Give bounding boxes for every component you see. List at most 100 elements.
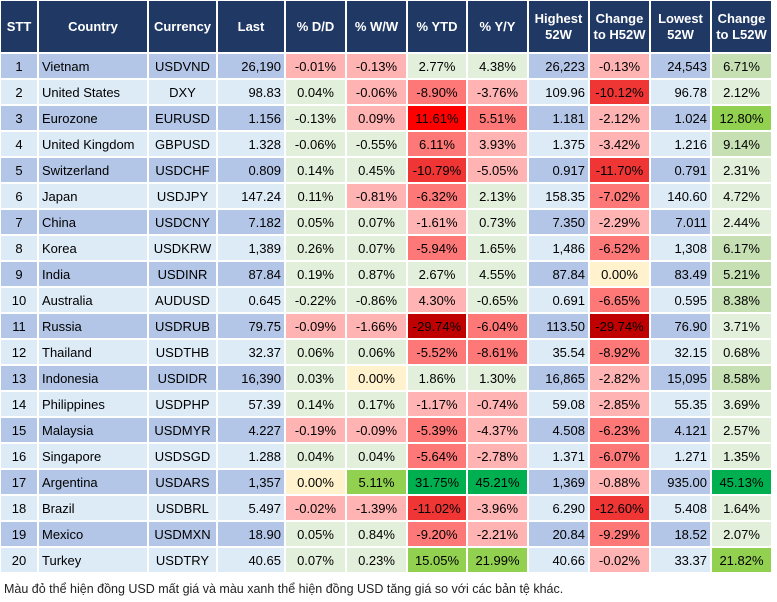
cell-change-to-l52w: 12.80% xyxy=(712,106,771,130)
cell-highest-52w: 20.84 xyxy=(529,522,588,546)
cell-stt: 13 xyxy=(1,366,37,390)
table-row: 20 Turkey USDTRY 40.65 0.07% 0.23% 15.05% 21.99… xyxy=(1,548,771,572)
cell-last: 1,357 xyxy=(218,470,284,494)
cell-change-to-l52w: 8.38% xyxy=(712,288,771,312)
cell-currency: USDBRL xyxy=(149,496,216,520)
cell-currency: USDIDR xyxy=(149,366,216,390)
cell-currency: USDCHF xyxy=(149,158,216,182)
cell-ww: 0.45% xyxy=(347,158,406,182)
cell-lowest-52w: 0.595 xyxy=(651,288,710,312)
cell-ww: 0.04% xyxy=(347,444,406,468)
cell-last: 98.83 xyxy=(218,80,284,104)
cell-change-to-l52w: 1.64% xyxy=(712,496,771,520)
cell-last: 0.809 xyxy=(218,158,284,182)
cell-lowest-52w: 5.408 xyxy=(651,496,710,520)
cell-ww: 5.11% xyxy=(347,470,406,494)
cell-change-to-h52w: -6.65% xyxy=(590,288,649,312)
cell-ww: 0.17% xyxy=(347,392,406,416)
cell-yy: 2.13% xyxy=(468,184,527,208)
cell-last: 40.65 xyxy=(218,548,284,572)
cell-ww: 0.84% xyxy=(347,522,406,546)
cell-stt: 12 xyxy=(1,340,37,364)
cell-currency: GBPUSD xyxy=(149,132,216,156)
cell-last: 1.328 xyxy=(218,132,284,156)
cell-highest-52w: 16,865 xyxy=(529,366,588,390)
table-row: 15 Malaysia USDMYR 4.227 -0.19% -0.09% -5.39% -… xyxy=(1,418,771,442)
cell-last: 87.84 xyxy=(218,262,284,286)
cell-change-to-l52w: 21.82% xyxy=(712,548,771,572)
cell-highest-52w: 158.35 xyxy=(529,184,588,208)
cell-change-to-h52w: -2.29% xyxy=(590,210,649,234)
cell-change-to-h52w: -29.74% xyxy=(590,314,649,338)
cell-ytd: -5.94% xyxy=(408,236,466,260)
cell-ytd: -29.74% xyxy=(408,314,466,338)
cell-change-to-l52w: 2.31% xyxy=(712,158,771,182)
cell-currency: USDTHB xyxy=(149,340,216,364)
cell-yy: 4.55% xyxy=(468,262,527,286)
cell-dd: 0.04% xyxy=(286,80,345,104)
cell-change-to-l52w: 2.07% xyxy=(712,522,771,546)
table-row: 4 United Kingdom GBPUSD 1.328 -0.06% -0.55% 6.… xyxy=(1,132,771,156)
cell-yy: -5.05% xyxy=(468,158,527,182)
cell-country: Mexico xyxy=(39,522,147,546)
header-ww: % W/W xyxy=(347,1,406,52)
cell-change-to-h52w: -3.42% xyxy=(590,132,649,156)
cell-ytd: -1.17% xyxy=(408,392,466,416)
cell-dd: 0.19% xyxy=(286,262,345,286)
cell-change-to-h52w: -2.12% xyxy=(590,106,649,130)
cell-country: Turkey xyxy=(39,548,147,572)
cell-stt: 9 xyxy=(1,262,37,286)
cell-stt: 3 xyxy=(1,106,37,130)
cell-highest-52w: 87.84 xyxy=(529,262,588,286)
table-row: 7 China USDCNY 7.182 0.05% 0.07% -1.61% 0.73% 7.… xyxy=(1,210,771,234)
table-row: 18 Brazil USDBRL 5.497 -0.02% -1.39% -11.02% -3… xyxy=(1,496,771,520)
cell-change-to-h52w: -0.13% xyxy=(590,54,649,78)
cell-ytd: 2.67% xyxy=(408,262,466,286)
cell-last: 4.227 xyxy=(218,418,284,442)
cell-stt: 7 xyxy=(1,210,37,234)
cell-currency: DXY xyxy=(149,80,216,104)
cell-ww: -0.09% xyxy=(347,418,406,442)
cell-ww: -1.39% xyxy=(347,496,406,520)
cell-lowest-52w: 15,095 xyxy=(651,366,710,390)
cell-lowest-52w: 96.78 xyxy=(651,80,710,104)
cell-ytd: -11.02% xyxy=(408,496,466,520)
header-stt: STT xyxy=(1,1,37,52)
cell-country: India xyxy=(39,262,147,286)
cell-change-to-l52w: 2.12% xyxy=(712,80,771,104)
cell-country: Switzerland xyxy=(39,158,147,182)
header-row: STT Country Currency Last% D/D% W/W% YTD% Y… xyxy=(1,1,771,52)
cell-currency: USDVND xyxy=(149,54,216,78)
cell-change-to-h52w: 0.00% xyxy=(590,262,649,286)
cell-last: 1.288 xyxy=(218,444,284,468)
cell-dd: 0.04% xyxy=(286,444,345,468)
cell-highest-52w: 40.66 xyxy=(529,548,588,572)
cell-ww: -0.86% xyxy=(347,288,406,312)
cell-change-to-h52w: -10.12% xyxy=(590,80,649,104)
cell-lowest-52w: 140.60 xyxy=(651,184,710,208)
cell-ytd: 31.75% xyxy=(408,470,466,494)
cell-country: Philippines xyxy=(39,392,147,416)
cell-dd: -0.09% xyxy=(286,314,345,338)
cell-change-to-l52w: 3.69% xyxy=(712,392,771,416)
header-country: Country xyxy=(39,1,147,52)
cell-currency: USDSGD xyxy=(149,444,216,468)
cell-country: Indonesia xyxy=(39,366,147,390)
cell-last: 26,190 xyxy=(218,54,284,78)
cell-ytd: -5.64% xyxy=(408,444,466,468)
cell-change-to-h52w: -0.88% xyxy=(590,470,649,494)
cell-highest-52w: 0.917 xyxy=(529,158,588,182)
cell-change-to-h52w: -12.60% xyxy=(590,496,649,520)
cell-ww: 0.00% xyxy=(347,366,406,390)
cell-country: Malaysia xyxy=(39,418,147,442)
cell-ww: -0.13% xyxy=(347,54,406,78)
cell-stt: 2 xyxy=(1,80,37,104)
footnote: Màu đỏ thể hiện đồng USD mất giá và màu … xyxy=(4,582,564,596)
cell-stt: 1 xyxy=(1,54,37,78)
cell-ytd: -10.79% xyxy=(408,158,466,182)
cell-yy: 1.30% xyxy=(468,366,527,390)
table-row: 19 Mexico USDMXN 18.90 0.05% 0.84% -9.20% -2.21… xyxy=(1,522,771,546)
table-row: 8 Korea USDKRW 1,389 0.26% 0.07% -5.94% 1.65% 1,… xyxy=(1,236,771,260)
cell-change-to-l52w: 8.58% xyxy=(712,366,771,390)
cell-lowest-52w: 83.49 xyxy=(651,262,710,286)
